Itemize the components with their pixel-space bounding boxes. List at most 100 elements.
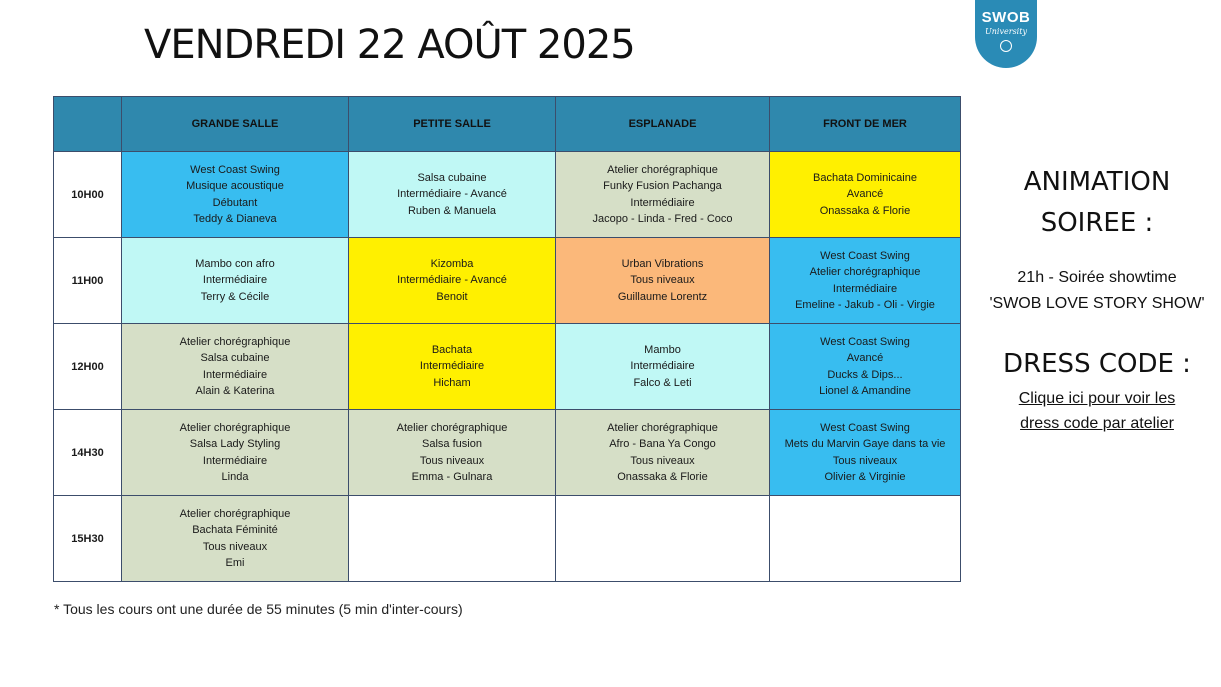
animation-title-line1: ANIMATION <box>1023 167 1171 197</box>
class-cell-line: Bachata Féminité <box>192 524 278 536</box>
class-cell-line: Mambo con afro <box>195 257 275 270</box>
class-cell-line: Intermédiaire - Avancé <box>397 188 507 201</box>
class-cell-line: Salsa cubaine <box>417 171 487 184</box>
class-cell: West Coast Swing Mets du Marvin Gaye dans… <box>769 409 961 496</box>
class-cell-line: Bachata Dominicaine <box>813 171 917 184</box>
dress-code-link-line2[interactable]: dress code par atelier <box>1020 415 1174 432</box>
table-row: 11H00 Mambo con afro Intermédiaire Terry & … <box>53 237 961 324</box>
class-cell-line: Linda <box>221 471 249 483</box>
logo-text: SWOB <box>981 9 1031 26</box>
class-cell-line: Jacopo - Linda - Fred - Coco <box>592 213 733 225</box>
table-row: 14H30 Atelier chorégraphique Salsa Lady St… <box>53 409 961 496</box>
swob-logo: SWOB University <box>975 0 1037 68</box>
class-cell-line: Emma - Gulnara <box>411 471 493 483</box>
class-cell-line: Atelier chorégraphique <box>607 163 718 176</box>
class-cell-line: Salsa Lady Styling <box>189 438 281 450</box>
class-cell: Atelier chorégraphique Salsa cubaine Inter… <box>121 323 349 410</box>
class-cell: West Coast Swing Atelier chorégraphique In… <box>769 237 961 324</box>
animation-show-name: 'SWOB LOVE STORY SHOW' <box>989 295 1205 312</box>
class-cell-line: Intermédiaire <box>630 360 695 373</box>
empty-cell <box>769 495 961 582</box>
class-cell-line: Intermédiaire <box>832 282 898 295</box>
schedule-table: GRANDE SALLE PETITE SALLE ESPLANADE FRON… <box>53 96 961 582</box>
seal-icon <box>1000 40 1012 52</box>
class-cell-line: Intermédiaire <box>202 454 268 467</box>
class-cell: Mambo con afro Intermédiaire Terry & Cécil… <box>121 237 349 324</box>
class-cell-line: Atelier chorégraphique <box>396 421 508 434</box>
class-cell-line: Ducks & Dips... <box>827 368 903 381</box>
dress-code-link[interactable]: Clique ici pour voir les dress code par … <box>975 386 1219 436</box>
class-cell-line: Tous niveaux <box>832 454 898 467</box>
class-cell: Atelier chorégraphique Salsa fusion Tous n… <box>348 409 556 496</box>
class-cell-line: Avancé <box>846 188 884 201</box>
class-cell-line: Tous niveaux <box>419 454 485 467</box>
class-cell-line: Intermédiaire <box>419 360 485 373</box>
class-cell-line: Intermédiaire <box>202 368 268 381</box>
class-cell: Salsa cubaine Intermédiaire - Avancé Ruben… <box>348 151 556 238</box>
class-cell-line: Terry & Cécile <box>200 290 270 303</box>
class-cell-line: Tous niveaux <box>630 454 695 467</box>
class-cell-line: Mambo <box>644 343 681 356</box>
class-cell: Mambo Intermédiaire Falco & Leti <box>555 323 770 410</box>
class-cell-line: Afro - Bana Ya Congo <box>609 438 716 450</box>
class-cell: Atelier chorégraphique Afro - Bana Ya Con… <box>555 409 770 496</box>
class-cell-line: Tous niveaux <box>202 540 268 553</box>
class-cell-line: Kizomba <box>430 257 474 270</box>
class-cell-line: Alain & Katerina <box>195 385 275 397</box>
class-cell-line: Ruben & Manuela <box>407 204 497 217</box>
time-slot: 10H00 <box>53 151 122 238</box>
class-cell: Kizomba Intermédiaire - Avancé Benoit <box>348 237 556 324</box>
class-cell-line: Débutant <box>212 196 258 209</box>
logo-subtext: University <box>985 27 1027 36</box>
class-cell-line: Atelier chorégraphique <box>179 335 291 348</box>
table-row: 10H00 West Coast Swing Musique acoustique D… <box>53 151 961 238</box>
column-header-grande-salle: GRANDE SALLE <box>121 96 349 152</box>
class-cell-line: Atelier chorégraphique <box>179 421 291 434</box>
animation-details: 21h - Soirée showtime 'SWOB LOVE STORY S… <box>975 265 1219 317</box>
class-cell-line: Guillaume Lorentz <box>617 290 708 303</box>
class-cell-line: Onassaka & Florie <box>819 204 911 217</box>
class-cell-line: Emeline - Jakub - Oli - Virgie <box>795 299 935 311</box>
class-cell-line: Intermédiaire <box>630 196 695 209</box>
animation-title-line2: SOIREE : <box>1040 208 1154 238</box>
class-cell-line: Mets du Marvin Gaye dans ta vie <box>784 438 946 450</box>
header-row: GRANDE SALLE PETITE SALLE ESPLANADE FRON… <box>53 96 961 152</box>
class-cell-line: Atelier chorégraphique <box>607 421 718 434</box>
class-cell-line: Atelier chorégraphique <box>179 507 291 520</box>
time-slot: 12H00 <box>53 323 122 410</box>
class-cell-line: Hicham <box>433 376 471 389</box>
column-header-time <box>53 96 122 152</box>
class-cell-line: Intermédiaire <box>202 274 268 287</box>
class-cell-line: Urban Vibrations <box>621 257 704 270</box>
time-slot: 15H30 <box>53 495 122 582</box>
class-cell: Atelier chorégraphique Salsa Lady Styling… <box>121 409 349 496</box>
class-cell-line: Musique acoustique <box>186 180 284 192</box>
class-cell: Urban Vibrations Tous niveaux Guillaume Lo… <box>555 237 770 324</box>
class-cell-line: Tous niveaux <box>630 274 695 287</box>
animation-time: 21h - Soirée showtime <box>1017 269 1177 286</box>
class-cell-line: Salsa cubaine <box>200 352 270 364</box>
class-cell: Atelier chorégraphique Bachata Féminité To… <box>121 495 349 582</box>
time-slot: 11H00 <box>53 237 122 324</box>
table-row: 15H30 Atelier chorégraphique Bachata Fémin… <box>53 495 961 582</box>
dress-code-title: DRESS CODE : <box>1003 349 1191 379</box>
class-cell-line: Onassaka & Florie <box>617 471 708 483</box>
class-cell-line: West Coast Swing <box>820 335 910 348</box>
class-cell-line: Emi <box>225 557 245 569</box>
class-cell-line: Funky Fusion Pachanga <box>603 180 722 192</box>
empty-cell <box>348 495 556 582</box>
class-cell-line: Atelier chorégraphique <box>809 266 921 278</box>
dress-code-link-line1[interactable]: Clique ici pour voir les <box>1018 390 1176 407</box>
class-cell-line: Olivier & Virginie <box>824 471 906 483</box>
class-cell-line: Salsa fusion <box>422 438 482 450</box>
class-cell: West Coast Swing Musique acoustique Débuta… <box>121 151 349 238</box>
class-cell-line: Intermédiaire - Avancé <box>397 274 507 287</box>
animation-title: ANIMATION SOIREE : <box>975 162 1219 244</box>
class-cell-line: Avancé <box>846 352 884 364</box>
time-slot: 14H30 <box>53 409 122 496</box>
page-title: VENDREDI 22 AOÛT 2025 <box>144 22 636 68</box>
class-cell-line: Bachata <box>431 343 473 356</box>
class-cell: Bachata Dominicaine Avancé Onassaka & Flor… <box>769 151 961 238</box>
class-cell-line: Lionel & Amandine <box>819 385 911 397</box>
footnote: * Tous les cours ont une durée de 55 min… <box>54 601 463 617</box>
